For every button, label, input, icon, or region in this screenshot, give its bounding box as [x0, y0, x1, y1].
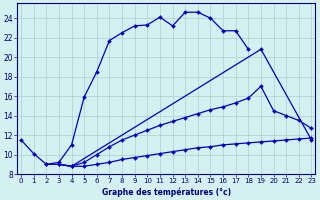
X-axis label: Graphe des températures (°c): Graphe des températures (°c)	[102, 187, 231, 197]
